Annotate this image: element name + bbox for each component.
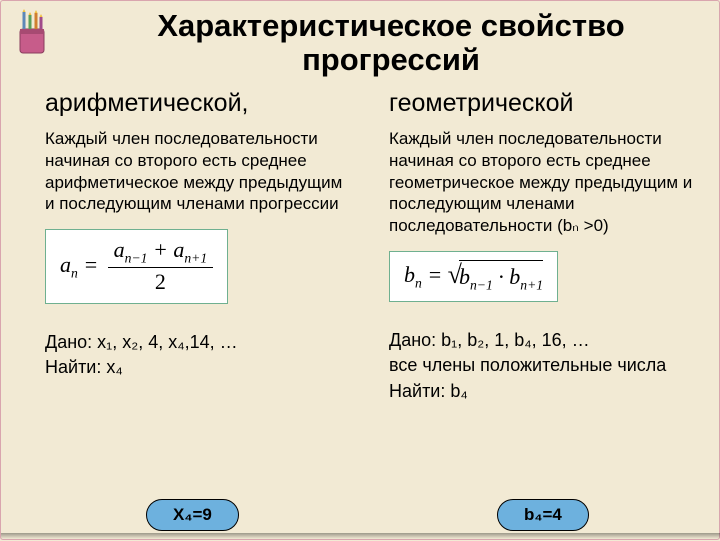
arithmetic-formula: an = an−1 + an+1 2 <box>45 229 228 304</box>
geometric-given-line1: Дано: b₁, b₂, 1, b₄, 16, … <box>389 330 590 350</box>
geometric-answer: b₄=4 <box>497 499 589 531</box>
geometric-given-line2: все члены положительные числа <box>389 355 666 375</box>
arithmetic-given: Дано: x₁, x₂, 4, x₄,14, … Найти: x₄ <box>45 330 347 380</box>
arithmetic-given-line2: Найти: x₄ <box>45 357 123 377</box>
arithmetic-given-line1: Дано: x₁, x₂, 4, x₄,14, … <box>45 332 238 352</box>
geometric-heading: геометрической <box>389 89 705 118</box>
content-columns: арифметической, Каждый член последовател… <box>1 89 720 541</box>
arithmetic-column: арифметической, Каждый член последовател… <box>1 89 361 541</box>
arithmetic-desc: Каждый член последовательности начиная с… <box>45 128 347 215</box>
geometric-formula: bn = √bn−1 · bn+1 <box>389 251 558 302</box>
bottom-shadow <box>1 533 720 539</box>
arithmetic-answer: X₄=9 <box>146 499 239 531</box>
pencil-holder-icon <box>11 9 53 57</box>
arithmetic-heading: арифметической, <box>45 89 347 118</box>
geometric-given-line3: Найти: b₄ <box>389 381 468 401</box>
page-title: Характеристическое свойство прогрессий <box>76 9 706 77</box>
geometric-given: Дано: b₁, b₂, 1, b₄, 16, … все члены пол… <box>389 328 705 404</box>
arithmetic-answer-wrap: X₄=9 <box>146 499 239 531</box>
geometric-column: геометрической Каждый член последователь… <box>361 89 720 541</box>
geometric-answer-wrap: b₄=4 <box>497 499 589 531</box>
geometric-desc: Каждый член последовательности начиная с… <box>389 128 705 237</box>
